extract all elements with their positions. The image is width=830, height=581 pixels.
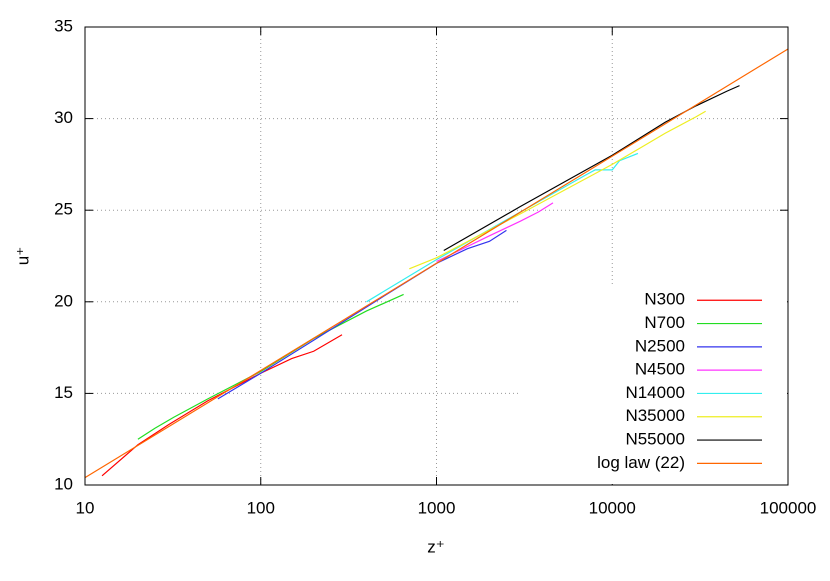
legend-label: N55000 xyxy=(625,430,685,449)
legend-label: log law (22) xyxy=(597,453,685,472)
x-tick-label: 100000 xyxy=(760,498,817,517)
x-tick-label: 10000 xyxy=(589,498,636,517)
legend-label: N300 xyxy=(644,290,685,309)
series-line xyxy=(443,85,740,252)
x-axis-label: z⁺ xyxy=(427,537,444,556)
plot-frame xyxy=(84,26,789,486)
y-axis-label: u⁺ xyxy=(13,247,32,265)
legend: N300 N700 N2500 N4500 N14000 N35000 N55000 log … xyxy=(520,286,787,484)
series-line xyxy=(409,110,706,270)
y-tick-label: 15 xyxy=(54,383,73,402)
series-line xyxy=(137,293,404,440)
series-line xyxy=(101,334,343,477)
y-tick-label: 35 xyxy=(54,16,73,35)
series-line xyxy=(366,152,639,303)
series-line xyxy=(436,202,554,263)
legend-label: N4500 xyxy=(635,360,685,379)
x-tick-label: 10 xyxy=(76,498,95,517)
y-tick-label: 25 xyxy=(54,200,73,219)
y-tick-label: 30 xyxy=(54,108,73,127)
series-line xyxy=(84,48,789,479)
legend-label: N700 xyxy=(644,313,685,332)
legend-background xyxy=(520,286,787,484)
y-tick-label: 20 xyxy=(54,291,73,310)
legend-label: N14000 xyxy=(625,383,685,402)
x-tick-label: 100 xyxy=(247,498,275,517)
legend-label: N2500 xyxy=(635,336,685,355)
y-tick-label: 10 xyxy=(54,474,73,493)
x-tick-label: 1000 xyxy=(418,498,456,517)
legend-label: N35000 xyxy=(625,406,685,425)
